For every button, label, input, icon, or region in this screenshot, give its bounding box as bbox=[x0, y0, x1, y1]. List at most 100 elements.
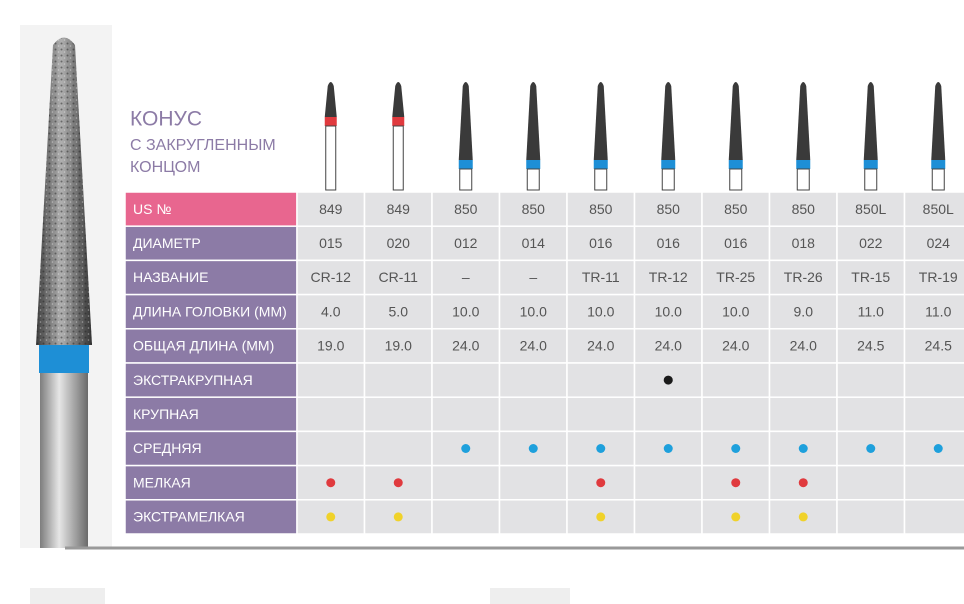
title: КОНУС bbox=[130, 108, 202, 131]
row-label: КРУПНАЯ bbox=[133, 406, 199, 422]
cell bbox=[296, 430, 366, 467]
cell-value: 24.0 bbox=[790, 338, 817, 354]
bur-shaft bbox=[796, 168, 810, 191]
title: С ЗАКРУГЛЕННЫМ bbox=[130, 137, 276, 154]
cell bbox=[566, 293, 636, 330]
header-cell bbox=[903, 191, 964, 227]
cell bbox=[296, 362, 366, 398]
cell bbox=[633, 293, 703, 330]
bur-shaft bbox=[931, 168, 945, 191]
cell bbox=[701, 293, 771, 330]
cell bbox=[903, 396, 964, 433]
cell-value: 024 bbox=[927, 235, 951, 251]
cell bbox=[836, 328, 906, 364]
cell-value: 016 bbox=[724, 235, 748, 251]
row-label-cell bbox=[124, 464, 298, 501]
cell-value: 19.0 bbox=[317, 338, 344, 354]
cell bbox=[498, 396, 568, 433]
cell-value: CR-12 bbox=[311, 269, 352, 285]
header-value: 850 bbox=[657, 201, 681, 217]
cell-value: 5.0 bbox=[389, 303, 409, 319]
cell-value: 24.5 bbox=[925, 338, 952, 354]
header-value: 850L bbox=[855, 201, 886, 217]
bur-band bbox=[458, 160, 473, 169]
bur-shaft bbox=[459, 168, 473, 191]
row-label-cell bbox=[124, 430, 298, 467]
cell-value: 24.0 bbox=[520, 338, 547, 354]
cell-value: 24.0 bbox=[655, 338, 682, 354]
cell-value: 9.0 bbox=[794, 303, 814, 319]
cell bbox=[836, 396, 906, 433]
row-label-cell bbox=[124, 293, 298, 330]
cell bbox=[566, 396, 636, 433]
cell bbox=[431, 499, 501, 535]
cell-value: 10.0 bbox=[722, 303, 749, 319]
table: US № 849 849 850 850 850 850 850 850 850L 850L ДИАМ… bbox=[124, 82, 964, 535]
cell-value: 012 bbox=[454, 235, 478, 251]
cell-value: 24.0 bbox=[587, 338, 614, 354]
grit-dot bbox=[731, 478, 741, 488]
header-value: 850 bbox=[454, 201, 478, 217]
cell-value: TR-19 bbox=[919, 269, 958, 285]
grit-dot bbox=[663, 444, 673, 453]
grit-dot bbox=[393, 478, 403, 488]
header-label: US № bbox=[133, 201, 171, 217]
cell-value: TR-11 bbox=[582, 269, 620, 285]
cell bbox=[498, 464, 568, 501]
cell bbox=[633, 396, 703, 433]
header-value: 850 bbox=[589, 201, 613, 217]
row-label: ЭКСТРАКРУПНАЯ bbox=[133, 372, 253, 388]
bur-icon bbox=[593, 82, 608, 160]
grit-dot bbox=[798, 478, 808, 488]
row-label: НАЗВАНИЕ bbox=[133, 269, 208, 285]
cell bbox=[363, 362, 433, 398]
cell bbox=[498, 499, 568, 535]
bur-band bbox=[526, 160, 541, 169]
bur-shaft bbox=[325, 125, 337, 191]
bur-band bbox=[728, 160, 743, 169]
cell-value: – bbox=[529, 269, 537, 285]
cell-value: 10.0 bbox=[655, 303, 682, 319]
row-label: ДИАМЕТР bbox=[133, 235, 201, 251]
cell-value: 022 bbox=[859, 235, 883, 251]
header-value: 850 bbox=[724, 201, 748, 217]
grit-dot bbox=[798, 444, 808, 453]
cell bbox=[633, 464, 703, 501]
grit-dot bbox=[326, 512, 336, 522]
bur-shaft bbox=[661, 168, 675, 191]
cell bbox=[768, 362, 838, 398]
bur-shaft bbox=[526, 168, 540, 191]
cell-value: 10.0 bbox=[452, 303, 479, 319]
bur-icon bbox=[863, 82, 878, 160]
cell bbox=[768, 328, 838, 364]
cell bbox=[836, 362, 906, 398]
bur-band bbox=[392, 117, 405, 126]
cell bbox=[498, 362, 568, 398]
next-image bbox=[490, 588, 570, 604]
cell bbox=[903, 362, 964, 398]
bur-shaft bbox=[729, 168, 743, 191]
cell bbox=[836, 464, 906, 501]
grit-dot bbox=[326, 478, 336, 488]
row-label: СРЕДНЯЯ bbox=[133, 440, 202, 456]
cell bbox=[363, 259, 433, 296]
cell-value: TR-26 bbox=[784, 269, 823, 285]
cell bbox=[768, 396, 838, 433]
title: КОНЦОМ bbox=[130, 159, 200, 176]
grit-dot bbox=[461, 444, 471, 453]
header-cell bbox=[701, 191, 771, 227]
cell bbox=[701, 225, 771, 262]
bur-icon bbox=[796, 82, 811, 160]
cell-value: 19.0 bbox=[385, 338, 412, 354]
row-label: ЭКСТРАМЕЛКАЯ bbox=[133, 509, 245, 525]
header-value: 849 bbox=[387, 201, 411, 217]
header-value: 849 bbox=[319, 201, 343, 217]
row-label-cell bbox=[124, 225, 298, 262]
cell-value: 016 bbox=[589, 235, 613, 251]
bur-icon bbox=[324, 82, 337, 117]
bur-band bbox=[863, 160, 878, 169]
cell bbox=[431, 293, 501, 330]
header-value: 850 bbox=[792, 201, 816, 217]
grit-dot bbox=[933, 444, 943, 453]
